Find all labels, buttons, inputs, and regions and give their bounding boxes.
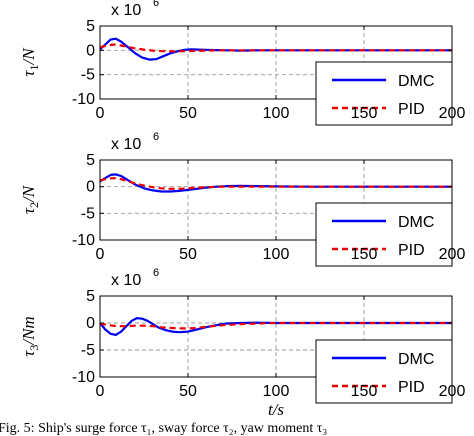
legend: DMC PID [315, 202, 453, 267]
figure-caption: Fig. 5: Ship's surge force τ₁, sway forc… [0, 421, 327, 436]
x-tick-label: 50 [179, 383, 197, 400]
x-tick-label: 0 [96, 105, 105, 122]
series-line-pid [99, 43, 452, 53]
y-tick-label: 5 [86, 152, 95, 169]
y-axis-label: τ1/N [19, 47, 41, 77]
y-exponent-power: 6 [153, 0, 159, 9]
y-tick-label: -5 [81, 205, 95, 222]
legend-label-dmc: DMC [398, 214, 434, 231]
x-tick-label: 200 [439, 383, 466, 400]
y-exponent-label: x 10 [111, 136, 141, 153]
x-tick-label: 150 [351, 383, 378, 400]
y-tick-label: 0 [86, 315, 95, 332]
x-tick-label: 0 [96, 383, 105, 400]
y-axis-label: τ2/N [19, 184, 41, 214]
legend: DMC PID [315, 61, 453, 126]
y-tick-label: -5 [81, 342, 95, 359]
y-tick-label: 0 [86, 179, 95, 196]
x-axis-label: t/s [268, 400, 284, 419]
legend-box [315, 339, 453, 404]
legend-label-dmc: DMC [398, 351, 434, 368]
y-tick-label: -10 [72, 369, 95, 386]
y-tick-label: 5 [86, 18, 95, 35]
y-exponent-power: 6 [153, 267, 159, 279]
legend-label-pid: PID [398, 242, 425, 259]
x-tick-label: 50 [179, 246, 197, 263]
x-tick-label: 100 [263, 383, 290, 400]
legend-box [315, 61, 453, 126]
x-tick-label: 100 [263, 105, 290, 122]
subplot-1: -10 -5 0 5 x 10 6 τ1/N DMC PID 0 50 100 150 200 [19, 0, 466, 126]
x-tick-label: 200 [439, 105, 466, 122]
y-tick-label: -10 [72, 91, 95, 108]
x-tick-label: 150 [351, 246, 378, 263]
y-exponent-label: x 10 [111, 2, 141, 19]
y-tick-label: -10 [72, 232, 95, 249]
y-tick-label: 0 [86, 42, 95, 59]
x-tick-label: 50 [179, 105, 197, 122]
x-tick-label: 0 [96, 246, 105, 263]
series-line-pid [99, 177, 452, 190]
y-axis-label: τ3/Nm [19, 316, 41, 356]
x-tick-label: 100 [263, 246, 290, 263]
subplot-2: -10 -5 0 5 x 10 6 τ2/N DMC PID 0 50 100 150 200 [19, 131, 466, 267]
legend-label-pid: PID [398, 379, 425, 396]
legend: DMC PID [315, 339, 453, 404]
legend-label-pid: PID [398, 101, 425, 118]
y-tick-label: -5 [81, 67, 95, 84]
subplot-3: -10 -5 0 5 x 10 6 τ3/Nm DMC PID 0 50 100 150 200 t/s [19, 267, 465, 419]
legend-label-dmc: DMC [398, 73, 434, 90]
series-line-pid [99, 321, 452, 330]
y-tick-label: 5 [86, 288, 95, 305]
legend-box [315, 202, 453, 267]
x-tick-label: 150 [351, 105, 378, 122]
y-exponent-label: x 10 [111, 272, 141, 289]
x-tick-label: 200 [439, 246, 466, 263]
y-exponent-power: 6 [153, 131, 159, 143]
